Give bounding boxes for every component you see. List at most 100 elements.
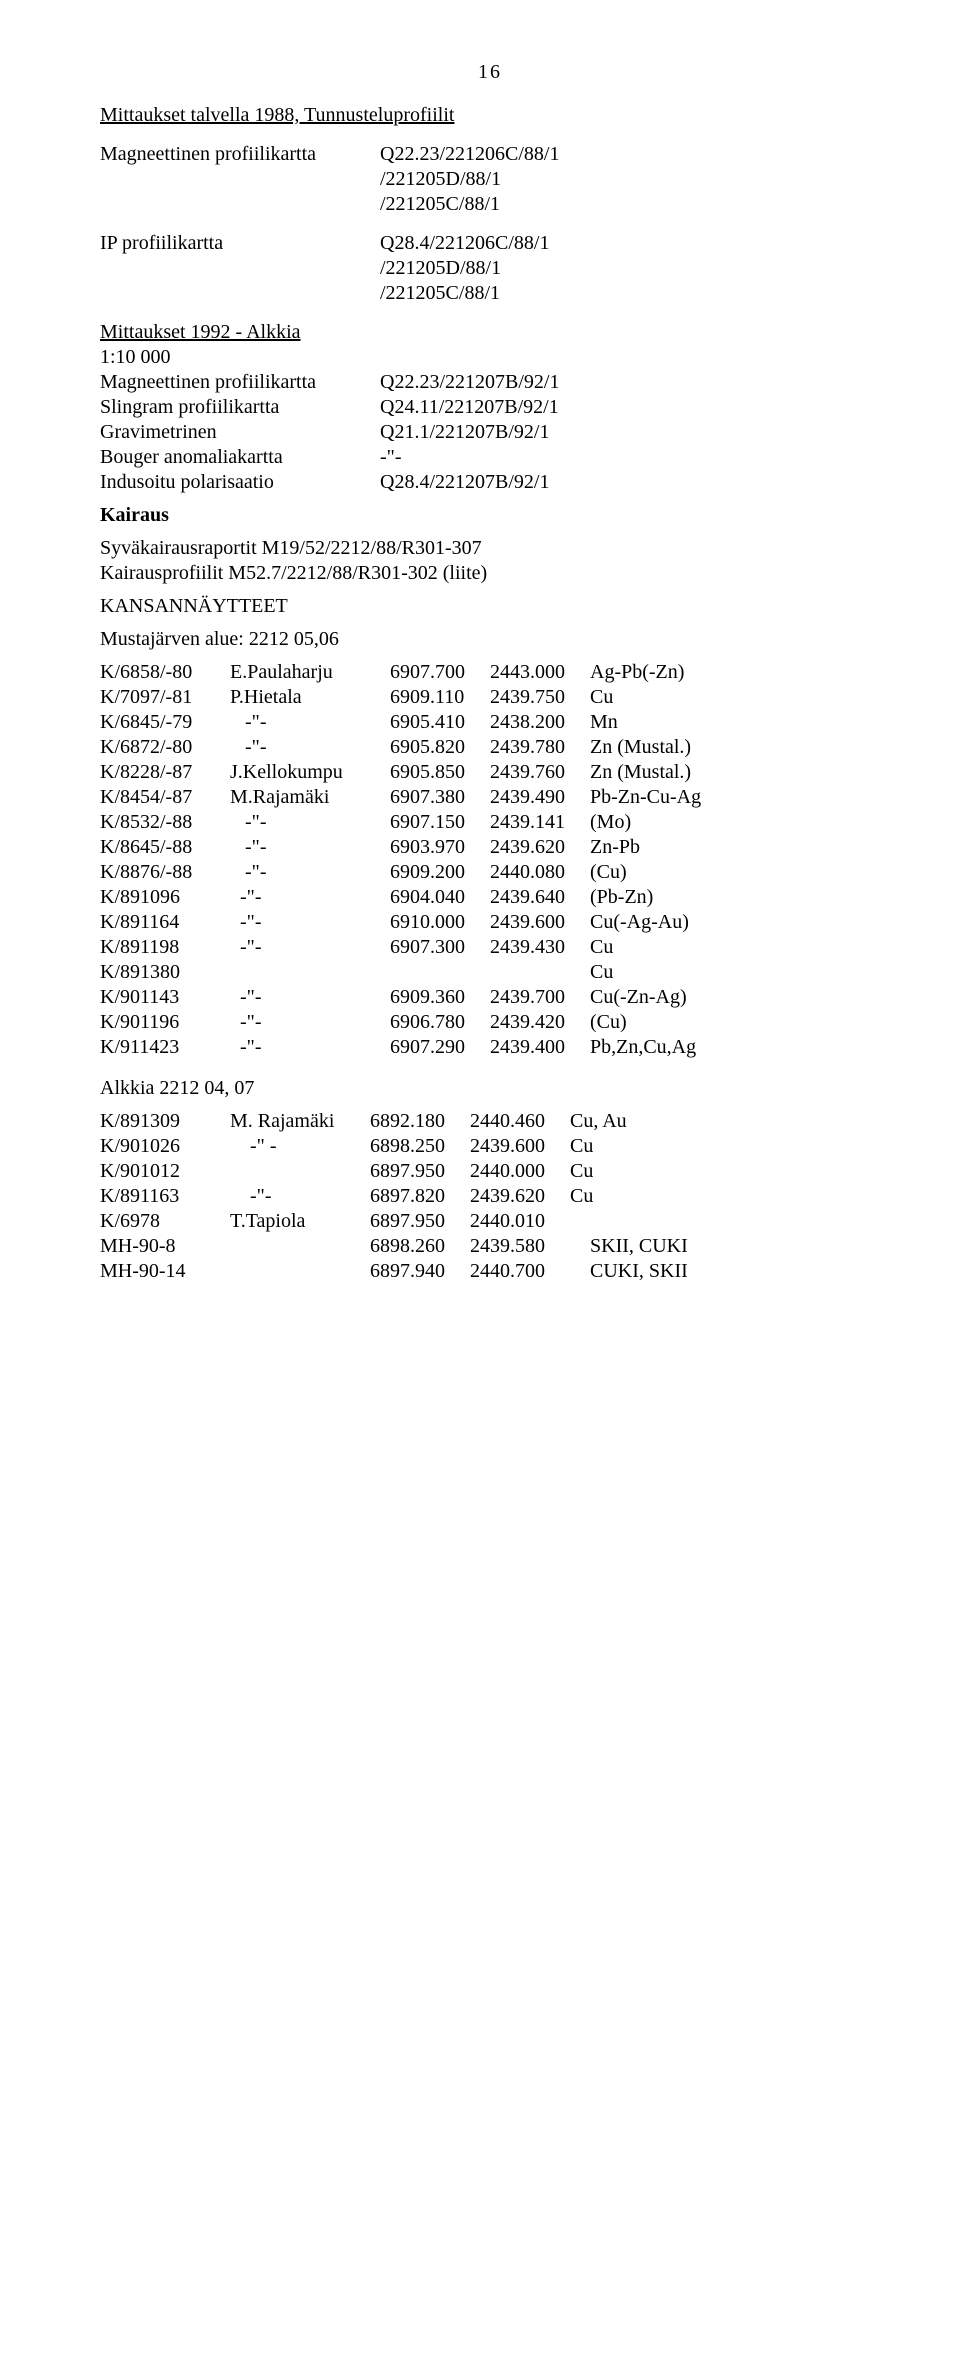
sample-row: K/6845/-79 -"-6905.4102438.200Mn [100,710,880,735]
sample-row: MH-90-146897.9402440.700 CUKI, SKII [100,1259,880,1284]
sample-id: MH-90-8 [100,1234,230,1259]
sample-easting: 2443.000 [490,660,590,685]
sample-id: K/891309 [100,1109,230,1134]
sample-minerals: (Mo) [590,810,880,835]
sample-id: K/891096 [100,885,230,910]
sample-id: K/911423 [100,1035,230,1060]
value-mp-0: Q22.23/221206C/88/1 [380,142,880,167]
sample-northing: 6905.410 [390,710,490,735]
sample-id: K/891380 [100,960,230,985]
sample-row: K/891163 -"-6897.8202439.620Cu [100,1184,880,1209]
sample-northing: 6905.850 [390,760,490,785]
map-row: GravimetrinenQ21.1/221207B/92/1 [100,420,880,445]
sample-minerals: (Cu) [590,1010,880,1035]
value-ip-1: /221205D/88/1 [380,256,880,281]
map-row-label: Bouger anomaliakartta [100,445,380,470]
sample-northing: 6897.950 [370,1159,470,1184]
sample-easting: 2439.600 [470,1134,570,1159]
sample-northing: 6910.000 [390,910,490,935]
sample-person: -"- [230,735,390,760]
sample-easting: 2439.620 [490,835,590,860]
sample-easting: 2439.490 [490,785,590,810]
sample-row: K/891380Cu [100,960,880,985]
sample-id: K/6978 [100,1209,230,1234]
sample-easting: 2440.000 [470,1159,570,1184]
heading-mittaukset-1992: Mittaukset 1992 - Alkkia [100,321,301,343]
map-row-value: Q24.11/221207B/92/1 [380,395,880,420]
sample-easting: 2440.460 [470,1109,570,1134]
sample-person: -"- [230,1035,390,1060]
map-row: Magneettinen profiilikarttaQ22.23/221207… [100,370,880,395]
sample-person: -"- [230,1010,390,1035]
sample-northing: 6907.290 [390,1035,490,1060]
sample-id: K/891164 [100,910,230,935]
sample-person: T.Tapiola [230,1209,370,1234]
map-row-label: Indusoitu polarisaatio [100,470,380,495]
sample-row: K/911423 -"-6907.2902439.400Pb,Zn,Cu,Ag [100,1035,880,1060]
sample-minerals: Cu(-Zn-Ag) [590,985,880,1010]
sample-northing: 6897.820 [370,1184,470,1209]
sample-easting: 2439.600 [490,910,590,935]
sample-id: K/6872/-80 [100,735,230,760]
sample-minerals: Cu [590,685,880,710]
sample-id: K/7097/-81 [100,685,230,710]
sample-person: -" - [230,1134,370,1159]
sample-row: K/901143 -"-6909.3602439.700Cu(-Zn-Ag) [100,985,880,1010]
sample-minerals: Zn (Mustal.) [590,760,880,785]
sample-row: K/901026 -" -6898.2502439.600Cu [100,1134,880,1159]
map-row-value: Q21.1/221207B/92/1 [380,420,880,445]
sample-northing: 6907.700 [390,660,490,685]
sample-row: K/6872/-80 -"-6905.8202439.780Zn (Mustal… [100,735,880,760]
sample-minerals: Mn [590,710,880,735]
sample-row: K/6978T.Tapiola6897.9502440.010 [100,1209,880,1234]
sample-easting: 2439.760 [490,760,590,785]
sample-northing [390,960,490,985]
sample-id: K/6845/-79 [100,710,230,735]
sample-id: K/891163 [100,1184,230,1209]
sample-northing: 6907.380 [390,785,490,810]
sample-minerals: Cu [570,1184,880,1209]
sample-easting: 2439.420 [490,1010,590,1035]
map-row-label: Gravimetrinen [100,420,380,445]
sample-northing: 6907.300 [390,935,490,960]
sample-person: -"- [230,1184,370,1209]
sample-person: -"- [230,985,390,1010]
sample-minerals: Cu [570,1134,880,1159]
heading-kairaus: Kairaus [100,503,880,528]
sample-row: K/891198 -"-6907.3002439.430Cu [100,935,880,960]
sample-northing: 6909.200 [390,860,490,885]
sample-easting: 2439.400 [490,1035,590,1060]
sample-minerals: (Cu) [590,860,880,885]
sample-person: -"- [230,810,390,835]
sample-id: K/6858/-80 [100,660,230,685]
label-ip-profiilikartta: IP profiilikartta [100,231,380,256]
sample-row: K/9010126897.9502440.000Cu [100,1159,880,1184]
sample-row: K/8532/-88 -"-6907.1502439.141(Mo) [100,810,880,835]
heading-alkkia: Alkkia 2212 04, 07 [100,1076,880,1101]
map-row-label: Magneettinen profiilikartta [100,370,380,395]
sample-id: K/891198 [100,935,230,960]
label-magneettinen-profiilikartta: Magneettinen profiilikartta [100,142,380,167]
sample-northing: 6906.780 [390,1010,490,1035]
value-mp-2: /221205C/88/1 [380,192,880,217]
heading-mittaukset-1988: Mittaukset talvella 1988, Tunnusteluprof… [100,104,454,126]
sample-person: E.Paulaharju [230,660,390,685]
sample-person: -"- [230,910,390,935]
sample-person: J.Kellokumpu [230,760,390,785]
sample-person [230,1259,370,1284]
sample-northing: 6907.150 [390,810,490,835]
sample-person: -"- [230,860,390,885]
sample-northing: 6892.180 [370,1109,470,1134]
sample-row: K/7097/-81P.Hietala6909.1102439.750Cu [100,685,880,710]
text-kairausprofiilit: Kairausprofiilit M52.7/2212/88/R301-302 … [100,561,880,586]
sample-minerals: Cu [570,1159,880,1184]
sample-northing: 6897.940 [370,1259,470,1284]
page-number: 16 [100,60,880,85]
sample-minerals: SKII, CUKI [570,1234,880,1259]
sample-person: P.Hietala [230,685,390,710]
sample-id: K/8645/-88 [100,835,230,860]
sample-id: K/8876/-88 [100,860,230,885]
sample-row: K/891309M. Rajamäki6892.1802440.460Cu, A… [100,1109,880,1134]
sample-row: K/8454/-87M.Rajamäki6907.3802439.490Pb-Z… [100,785,880,810]
sample-easting: 2440.010 [470,1209,570,1234]
